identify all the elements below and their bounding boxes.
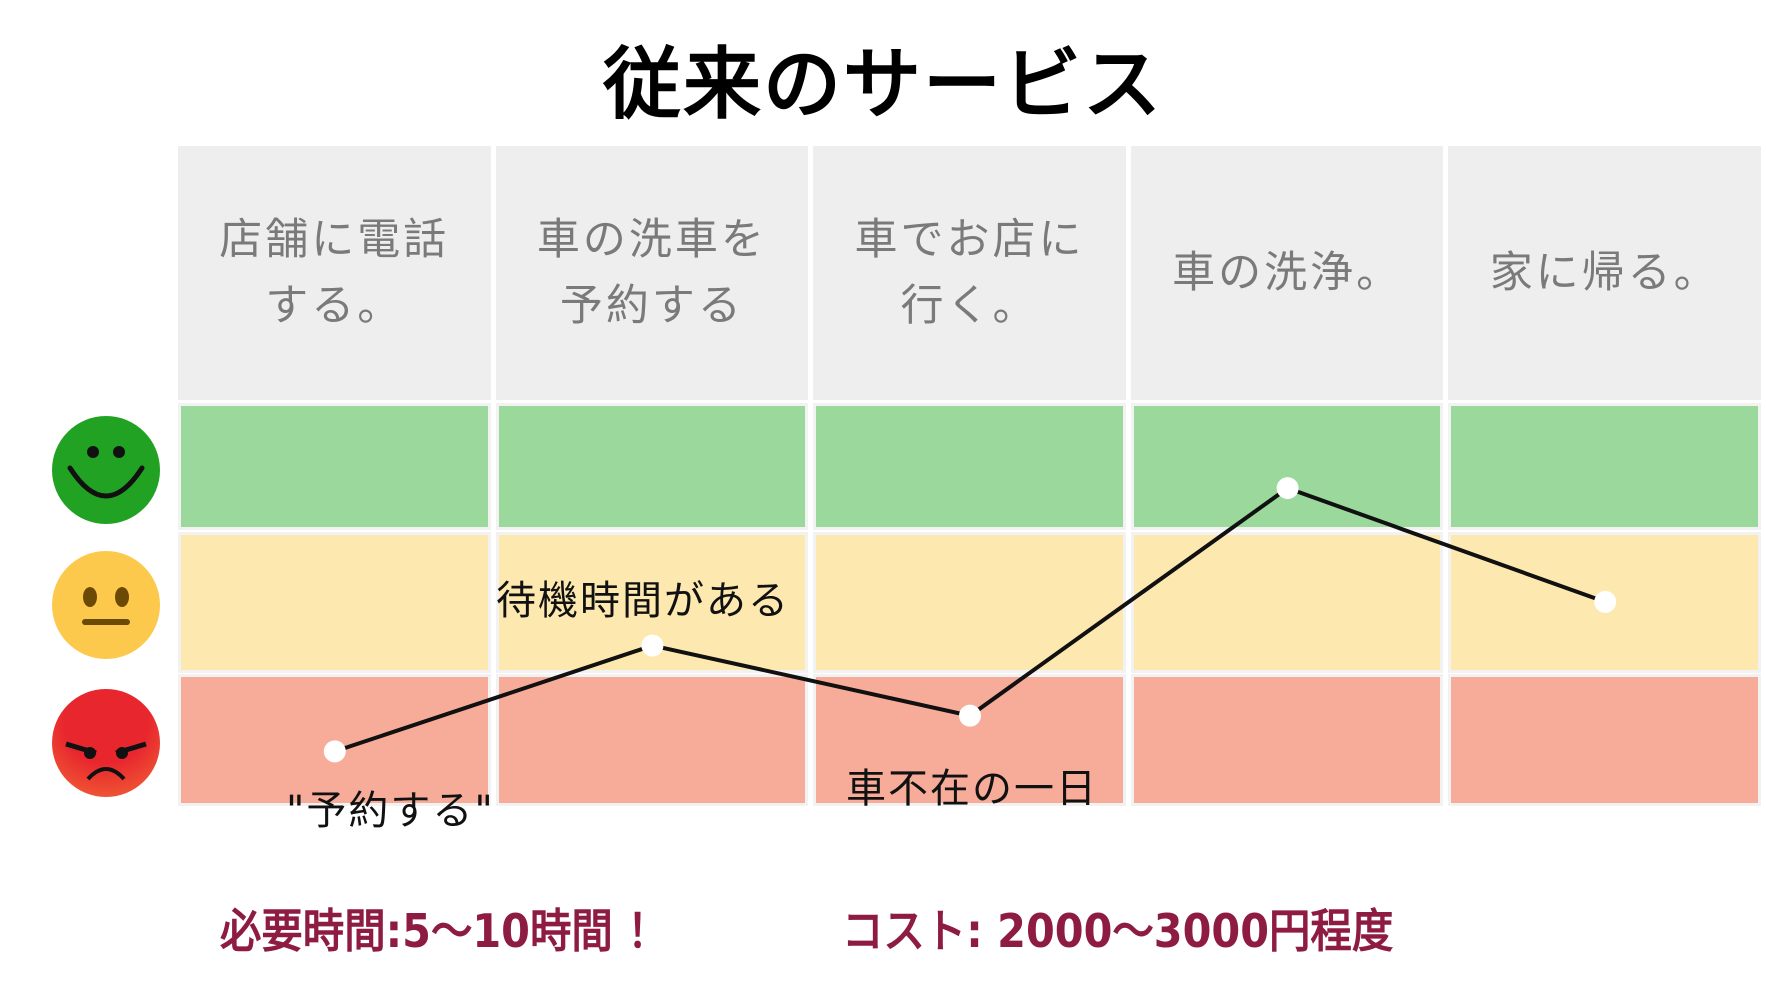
annotation-reserve: "予約する" [286, 788, 495, 834]
satisfaction-point [1276, 477, 1299, 500]
step-header: 車の洗車を 予約する [495, 146, 809, 400]
cell-angry [495, 674, 809, 806]
cell-angry [813, 674, 1126, 806]
page-title: 従来のサービス [602, 40, 1163, 130]
annotation-no-car: 車不在の一日 [846, 766, 1098, 812]
cell-happy [178, 403, 491, 530]
smiley-angry-icon [52, 689, 160, 797]
cell-angry [178, 674, 491, 806]
satisfaction-point [323, 740, 346, 763]
cell-angry [1448, 674, 1761, 806]
cell-happy [813, 403, 1126, 530]
satisfaction-point [959, 704, 981, 727]
footer-cost: コスト: 2000〜3000円程度 [842, 904, 1394, 958]
cell-happy [1448, 403, 1761, 530]
satisfaction-point [1594, 590, 1617, 613]
step-header: 車の洗浄。 [1130, 146, 1444, 400]
annotation-wait: 待機時間がある [496, 578, 790, 624]
cell-neutral [813, 532, 1126, 673]
cell-neutral [1130, 532, 1444, 673]
smiley-happy-icon [52, 416, 160, 524]
cell-happy [495, 403, 809, 530]
satisfaction-point [641, 634, 664, 657]
cell-happy [1130, 403, 1444, 530]
step-header: 家に帰る。 [1448, 146, 1761, 400]
step-header: 車でお店に 行く。 [813, 146, 1126, 400]
cell-neutral [178, 532, 491, 673]
step-header: 店舗に電話 する。 [178, 146, 491, 400]
smiley-neutral-icon [52, 551, 160, 659]
cell-angry [1130, 674, 1444, 806]
footer-time: 必要時間:5〜10時間 ！ [220, 904, 669, 958]
